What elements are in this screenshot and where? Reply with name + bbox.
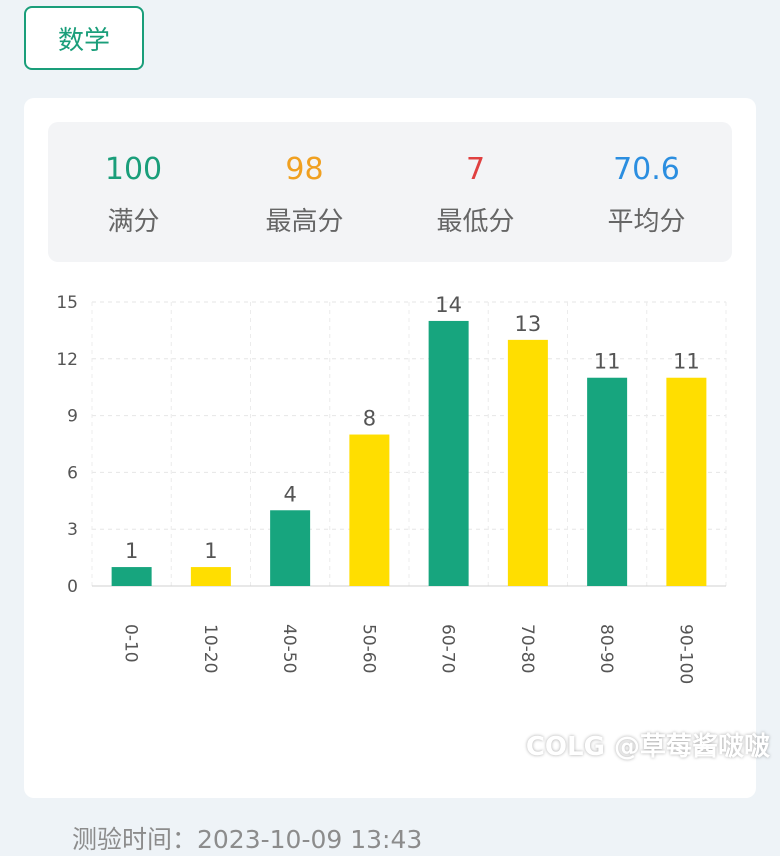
bar-value-label: 11 (594, 350, 621, 374)
subject-tab-math[interactable]: 数学 (24, 6, 144, 70)
stat-label: 最高分 (265, 207, 344, 237)
stat-label: 满分 (107, 207, 160, 237)
x-tick-label: 90-100 (675, 624, 695, 684)
bar (428, 320, 469, 586)
x-tick-label: 70-80 (517, 624, 537, 673)
y-tick-label: 9 (67, 407, 78, 427)
quiz-time: 测验时间：2023-10-09 13:43 (72, 825, 423, 854)
stat-average-score: 70.6 平均分 (561, 122, 732, 262)
y-tick-label: 15 (56, 293, 78, 313)
x-tick-label: 0-10 (121, 624, 141, 663)
stat-value: 7 (465, 152, 486, 187)
bar-value-label: 13 (515, 312, 542, 336)
bar (666, 377, 707, 586)
bar (111, 567, 152, 586)
x-tick-label: 60-70 (438, 624, 458, 673)
y-tick-label: 3 (67, 520, 78, 540)
bar-value-label: 11 (673, 350, 700, 374)
x-tick-label: 50-60 (358, 624, 378, 673)
score-card: 100 满分 98 最高分 7 最低分 70.6 平均分 0 3 6 9 12 15 1 0-… (24, 98, 756, 854)
stats-panel: 100 满分 98 最高分 7 最低分 70.6 平均分 (48, 122, 732, 262)
bar-value-label: 1 (125, 539, 138, 563)
bar-value-label: 14 (435, 293, 462, 317)
x-tick-label: 40-50 (279, 624, 299, 673)
stat-label: 平均分 (607, 207, 686, 237)
bar (190, 567, 231, 586)
bar-value-label: 8 (363, 407, 376, 431)
bar (507, 339, 548, 586)
stat-value: 100 (104, 152, 163, 187)
stat-highest-score: 98 最高分 (219, 122, 390, 262)
y-tick-label: 6 (67, 463, 78, 483)
bar (270, 510, 311, 586)
bar-value-label: 4 (283, 482, 296, 506)
bar (349, 434, 390, 586)
stat-value: 98 (285, 152, 324, 187)
stat-lowest-score: 7 最低分 (390, 122, 561, 262)
x-tick-label: 80-90 (596, 624, 616, 673)
score-distribution-chart: 0 3 6 9 12 15 1 0-10 1 10-20 4 40-50 8 50-60 14 60-70 13… (56, 293, 727, 684)
bar-value-label: 1 (204, 539, 217, 563)
stat-value: 70.6 (613, 152, 680, 187)
stat-label: 最低分 (436, 207, 515, 237)
x-tick-label: 10-20 (200, 624, 220, 673)
y-tick-label: 12 (56, 350, 78, 370)
stat-full-score: 100 满分 (48, 122, 219, 262)
watermark: COLG @草莓酱啵啵 (525, 732, 770, 762)
y-tick-label: 0 (67, 577, 78, 597)
bar (587, 377, 628, 586)
